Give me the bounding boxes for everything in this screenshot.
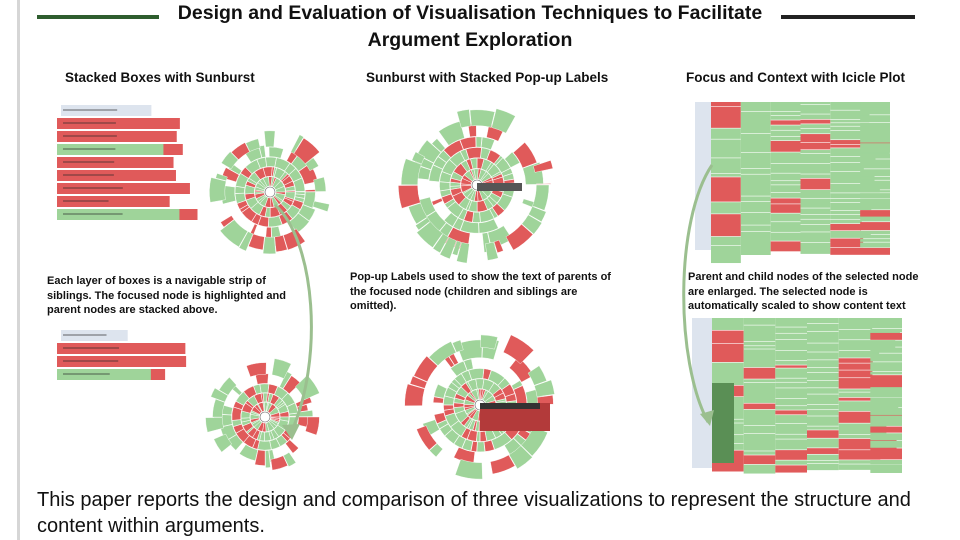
stacked-boxes-figure-top	[57, 105, 330, 255]
icicle-figure-bottom	[692, 318, 902, 474]
transition-arrow-left	[274, 203, 313, 440]
panel-title-stacked-boxes: Stacked Boxes with Sunburst	[65, 70, 255, 85]
left-border	[17, 0, 20, 540]
caption-sunburst-popup: Pop-up Labels used to show the text of p…	[350, 271, 611, 312]
sunburst-popup-figure-bottom	[404, 334, 555, 480]
icicle-figure-top	[695, 102, 890, 264]
panel-title-sunburst-popup: Sunburst with Stacked Pop-up Labels	[366, 70, 609, 85]
title-rule-left	[37, 15, 159, 19]
sunburst-popup-figure-top	[398, 108, 554, 264]
caption-stacked-boxes: Each layer of boxes is a navigable strip…	[47, 275, 286, 316]
caption-icicle: Parent and child nodes of the selected n…	[688, 271, 919, 312]
panel-title-icicle: Focus and Context with Icicle Plot	[686, 70, 906, 85]
paper-title: Design and Evaluation of Visualisation T…	[177, 2, 763, 51]
summary-text: This paper reports the design and compar…	[37, 489, 911, 537]
transition-arrow-right	[682, 164, 714, 426]
title-rule-right	[781, 15, 915, 19]
